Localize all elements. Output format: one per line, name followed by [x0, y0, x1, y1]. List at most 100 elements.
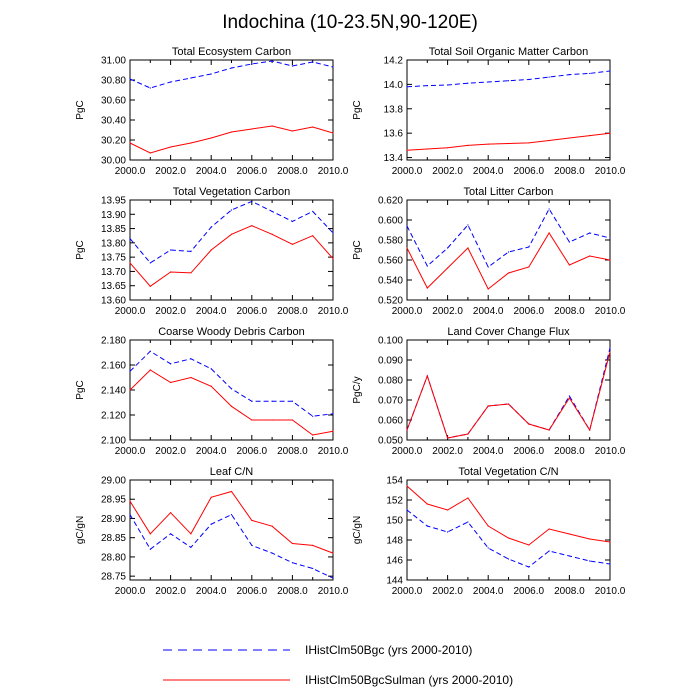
y-tick-label: 13.65	[101, 281, 126, 292]
x-tick-label: 2000.0	[392, 166, 423, 177]
y-tick-label: 28.90	[101, 514, 126, 525]
data-point	[170, 363, 172, 365]
y-tick-label: 0.580	[378, 236, 403, 247]
data-point	[548, 139, 550, 142]
y-tick-label: 28.75	[101, 572, 126, 583]
data-point	[129, 237, 131, 240]
y-tick-label: 28.85	[101, 533, 126, 544]
plot-frame	[129, 59, 334, 161]
data-point	[170, 512, 172, 514]
series-line-sulman	[406, 232, 611, 290]
data-point	[406, 429, 408, 431]
x-tick-label: 2004.0	[473, 166, 504, 177]
panel-title: Land Cover Change Flux	[447, 326, 570, 338]
panel-title: Total Soil Organic Matter Carbon	[429, 46, 589, 58]
panel-title: Total Ecosystem Carbon	[172, 46, 291, 58]
data-point	[447, 437, 449, 439]
data-point	[129, 500, 131, 502]
y-tick-label: 28.80	[101, 552, 126, 563]
y-tick-label: 0.540	[378, 276, 403, 287]
data-point	[568, 395, 571, 397]
x-tick-label: 2000.0	[392, 586, 423, 597]
x-tick-label: 2002.0	[155, 446, 186, 457]
plot-frame	[406, 339, 611, 441]
data-point	[291, 562, 293, 564]
data-point	[528, 78, 530, 81]
data-point	[170, 533, 172, 535]
y-tick-label: 2.140	[101, 386, 126, 397]
x-tick-label: 2008.0	[277, 586, 308, 597]
y-tick-label: 0.060	[378, 416, 403, 427]
y-tick-label: 0.520	[378, 296, 403, 307]
series-line-sulman	[129, 125, 334, 154]
data-point	[589, 232, 591, 234]
y-tick-label: 152	[386, 496, 403, 507]
legend-label: IHistClm50Bgc (yrs 2000-2010)	[305, 643, 472, 657]
data-point	[467, 497, 469, 499]
data-point	[291, 220, 293, 223]
data-point	[609, 259, 611, 261]
data-point	[589, 135, 591, 137]
data-point	[210, 368, 212, 370]
data-point	[467, 144, 469, 146]
data-point	[149, 262, 151, 264]
y-axis-label: PgC	[75, 380, 86, 399]
data-point	[251, 128, 253, 130]
data-point	[129, 514, 131, 516]
data-point	[406, 509, 408, 511]
data-point	[210, 137, 212, 139]
data-point	[251, 519, 253, 521]
data-point	[129, 142, 131, 144]
data-point	[548, 550, 550, 552]
data-point	[332, 577, 334, 579]
y-tick-label: 2.160	[101, 361, 126, 372]
data-point	[190, 77, 192, 79]
data-point	[291, 243, 293, 245]
chart-panel: Total Litter Carbon PgC 2000.0 2002.0 2004.0…	[352, 186, 626, 317]
chart-panel: Leaf C/N gC/gN 2000.0 2002.0 2004.0 2006.0 200…	[75, 466, 349, 597]
data-point	[149, 87, 151, 89]
data-point	[426, 525, 428, 527]
y-tick-label: 0.070	[378, 396, 403, 407]
data-point	[467, 247, 469, 249]
chart-panel: Total Vegetation Carbon PgC 2000.0 2002.0 20…	[75, 186, 349, 317]
data-point	[548, 232, 550, 234]
y-tick-label: 14.2	[384, 56, 404, 67]
y-tick-label: 0.090	[378, 356, 403, 367]
data-point	[190, 272, 192, 274]
x-tick-label: 2008.0	[554, 306, 585, 317]
data-point	[507, 537, 510, 539]
data-point	[548, 429, 550, 431]
y-tick-label: 13.95	[101, 196, 126, 207]
y-tick-label: 28.95	[101, 495, 126, 506]
x-tick-label: 2002.0	[432, 446, 463, 457]
series-line-sulman	[406, 485, 611, 546]
data-point	[507, 80, 510, 82]
data-point	[507, 403, 510, 405]
plot-frame	[129, 199, 334, 301]
y-tick-label: 144	[386, 576, 403, 587]
data-point	[312, 434, 314, 436]
y-tick-label: 13.70	[101, 267, 126, 278]
y-tick-label: 13.4	[384, 153, 404, 164]
legend-label: IHistClm50BgcSulman (yrs 2000-2010)	[305, 673, 513, 687]
data-point	[528, 142, 530, 144]
x-tick-label: 2006.0	[514, 446, 545, 457]
data-point	[149, 369, 151, 371]
data-point	[528, 266, 530, 268]
data-point	[170, 381, 172, 384]
series-line-sulman	[406, 132, 611, 151]
y-tick-label: 29.00	[101, 476, 126, 487]
data-point	[129, 389, 131, 391]
data-point	[149, 350, 151, 352]
data-point	[548, 528, 550, 530]
data-point	[271, 210, 273, 213]
series-line-bgc	[129, 60, 334, 89]
data-point	[528, 566, 530, 568]
data-point	[548, 76, 550, 78]
x-tick-label: 2010.0	[318, 586, 349, 597]
data-point	[129, 262, 131, 264]
data-point	[190, 533, 192, 535]
data-point	[251, 225, 253, 227]
data-point	[426, 85, 428, 87]
